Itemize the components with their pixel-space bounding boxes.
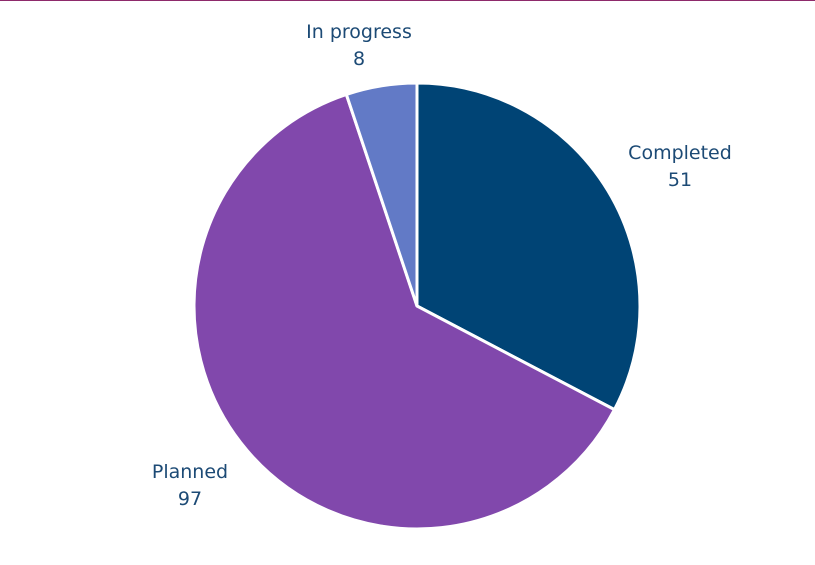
- pie-slice-planned: [192, 92, 616, 531]
- slice-label-planned: Planned: [152, 461, 228, 483]
- pie-slice-completed: [415, 81, 642, 412]
- slice-value-planned: 97: [178, 488, 202, 510]
- slice-label-in-progress: In progress: [306, 21, 412, 43]
- pie-labels: Completed 51 Planned 97 In progress 8: [152, 21, 732, 510]
- top-divider: [0, 0, 815, 1]
- slice-value-in-progress: 8: [353, 48, 365, 70]
- slice-label-completed: Completed: [628, 142, 732, 164]
- pie-slices: [192, 81, 642, 531]
- slice-value-completed: 51: [668, 169, 692, 191]
- pie-slice-in-progress: [344, 81, 419, 308]
